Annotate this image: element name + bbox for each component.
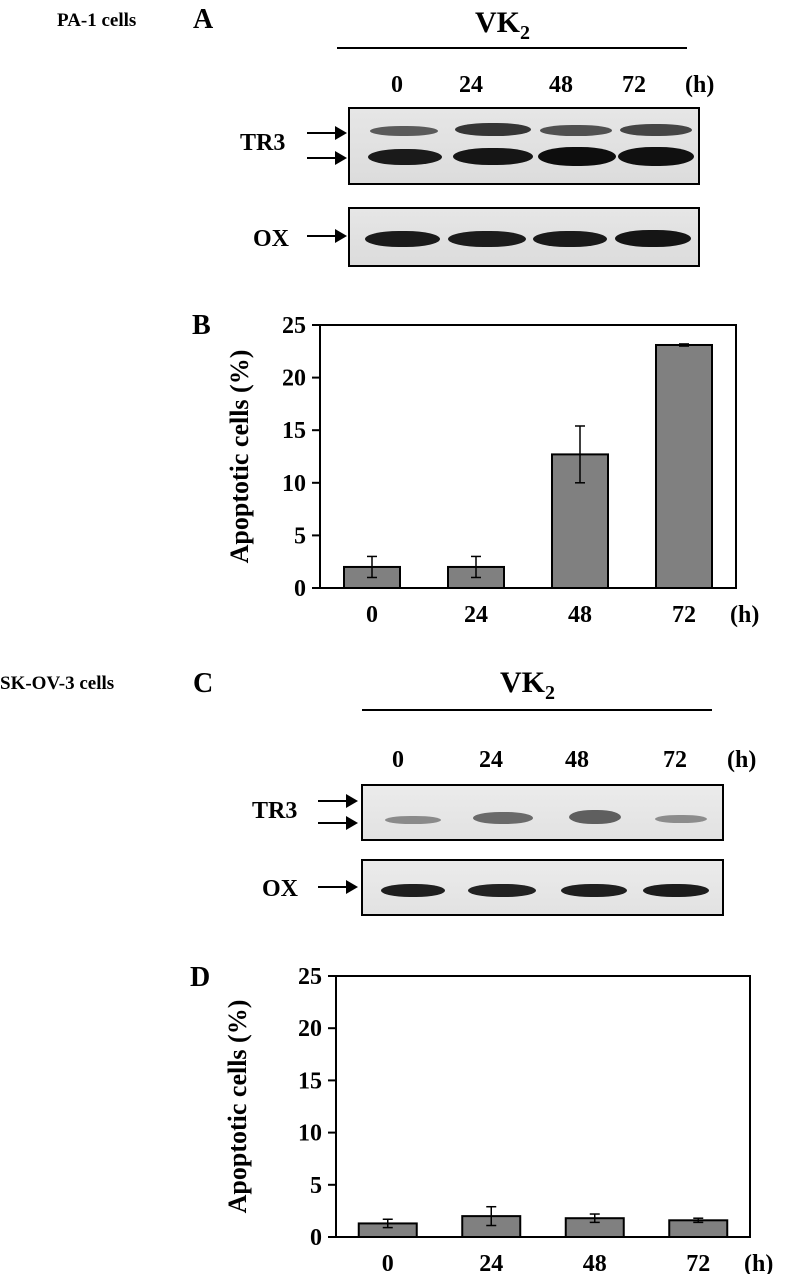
y-tick-label: 20 [298,1016,322,1042]
panel-b-chart: 0 5 10 15 20 25 Apoptotic cells (%) 0 24 48 72 (h) [225,313,759,628]
tr3-c-band [569,810,621,824]
x-tick-label: 0 [366,602,378,628]
panel-a-tr3-lower-arrow-icon [307,151,347,165]
panel-a-treatment-rule [337,47,687,49]
y-tick-label: 0 [310,1225,322,1251]
ox-a-band [615,230,691,247]
y-tick-label: 10 [298,1121,322,1147]
panel-a-letter: A [193,4,214,35]
panel-c-tr3-upper-arrow-icon [318,794,358,808]
ox-c-band [468,884,536,897]
x-tick-label: 24 [464,602,488,628]
panel-c-lane-72: 72 [663,747,687,773]
panel-c-treatment-rule [362,709,712,711]
tr3-c-band [655,815,707,823]
ox-c-band [643,884,709,897]
y-tick-label: 15 [298,1068,322,1094]
x-tick-label: 72 [686,1251,710,1274]
y-tick-label: 20 [282,366,306,392]
tr3-c-band [473,812,533,824]
panel-a-tr3-label: TR3 [240,130,286,156]
panel-a-lane-72: 72 [622,72,646,98]
panel-a-tr3-upper-arrow-icon [307,126,347,140]
panel-c-lane-0: 0 [392,747,404,773]
panel-b-letter: B [192,310,211,341]
panel-a-lane-0: 0 [391,72,403,98]
x-unit-label: (h) [730,602,759,628]
y-axis-label: Apoptotic cells (%) [223,1000,252,1214]
y-tick-label: 15 [282,418,306,444]
y-tick-label: 0 [294,576,306,602]
panel-c-letter: C [193,668,214,699]
plot-frame [319,324,737,589]
tr3-a-lower-band [618,147,694,166]
bar [655,343,713,589]
tr3-a-upper-band [540,125,612,136]
x-tick-label: 0 [382,1251,394,1274]
panel-d-chart: 0 5 10 15 20 25 Apoptotic cells (%) 0 24 48 72 (h) [223,964,773,1274]
y-tick-label: 10 [282,471,306,497]
panel-c-tr3-label: TR3 [252,798,298,824]
panel-c-cell-line: SK-OV-3 cells [0,673,115,694]
panel-c-ox-blot [361,859,724,916]
x-tick-label: 48 [583,1251,607,1274]
x-tick-label: 24 [479,1251,503,1274]
panel-a-tr3-blot [348,107,700,185]
y-tick-label: 25 [282,313,306,339]
tr3-c-band [385,816,441,824]
ox-a-band [365,231,440,247]
ox-c-band [381,884,445,897]
panel-a-treatment-label: VK2 [475,6,530,44]
ox-a-band [533,231,607,247]
panel-a-time-unit: (h) [685,72,715,98]
x-unit-label: (h) [744,1251,773,1274]
tr3-a-lower-band [368,149,442,165]
panel-a-lane-24: 24 [459,72,483,98]
ox-a-band [448,231,526,247]
tr3-a-upper-band [455,123,531,136]
panel-c-tr3-lower-arrow-icon [318,816,358,830]
panel-d-letter: D [190,962,211,993]
plot-frame [335,975,751,1238]
panel-a-cell-line: PA-1 cells [57,10,137,31]
panel-c-treatment-label: VK2 [500,666,555,704]
ox-c-band [561,884,627,897]
panel-c-ox-arrow-icon [318,880,358,894]
panel-a-ox-label: OX [253,226,289,252]
panel-a-ox-blot [348,207,700,267]
y-tick-label: 25 [298,964,322,990]
x-tick-label: 72 [672,602,696,628]
panel-a-ox-arrow-icon [307,229,347,243]
y-tick-label: 5 [294,523,306,549]
tr3-a-lower-band [538,147,616,166]
y-axis-label: Apoptotic cells (%) [225,350,254,564]
panel-c-ox-label: OX [262,876,298,902]
panel-a-lane-48: 48 [549,72,573,98]
tr3-a-upper-band [620,124,692,136]
panel-c-time-unit: (h) [727,747,757,773]
panel-c-lane-48: 48 [565,747,589,773]
tr3-a-upper-band [370,126,438,136]
tr3-a-lower-band [453,148,533,165]
panel-c-lane-24: 24 [479,747,503,773]
x-tick-label: 48 [568,602,592,628]
panel-c-tr3-blot [361,784,724,841]
y-tick-label: 5 [310,1173,322,1199]
